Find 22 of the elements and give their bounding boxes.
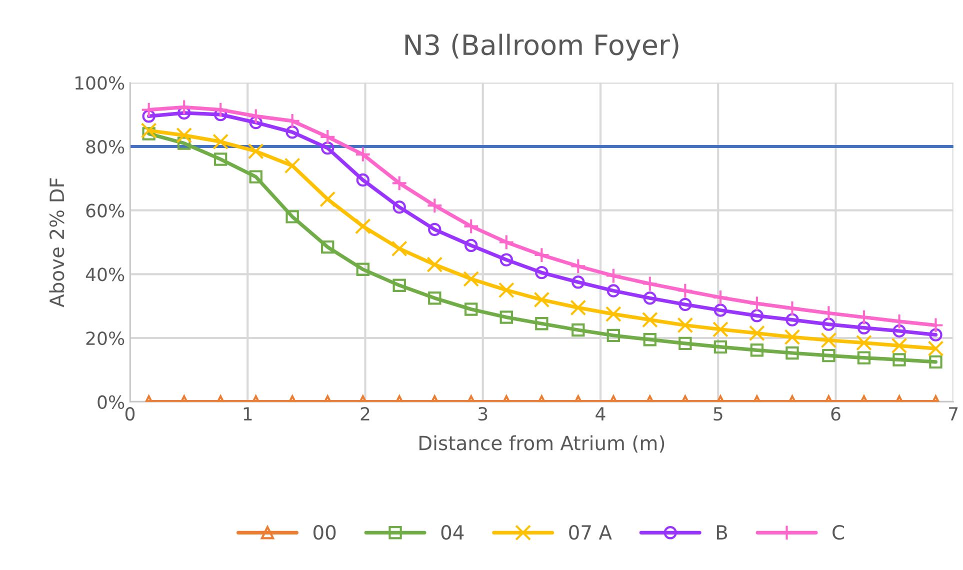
x-tick-label: 7: [949, 407, 958, 420]
x-tick-label: 2: [360, 407, 370, 420]
y-tick-label: 60%: [86, 204, 124, 218]
legend-label: 00: [313, 525, 336, 540]
x-tick-label: 5: [714, 407, 722, 421]
chart-title: N3 (Ballroom Foyer): [405, 34, 678, 61]
x-tick-label: 4: [596, 407, 606, 420]
legend-label: 07 A: [569, 525, 612, 540]
x-tick-label: 3: [478, 407, 488, 421]
y-tick-label: 20%: [86, 331, 124, 346]
y-tick-label: 80%: [86, 140, 124, 154]
y-axis-title: Above 2% DF: [49, 178, 64, 308]
x-tick-label: 6: [831, 407, 840, 421]
y-tick-label: 0%: [98, 395, 124, 409]
legend-label: 04: [441, 525, 464, 540]
y-tick-label: 100%: [76, 76, 124, 90]
legend-label: B: [716, 525, 728, 540]
x-tick-label: 1: [244, 407, 252, 420]
y-tick-label: 40%: [86, 268, 124, 282]
x-axis-title: Distance from Atrium (m): [420, 435, 664, 453]
legend-label: C: [832, 525, 844, 540]
x-tick-label: 0: [125, 407, 135, 421]
